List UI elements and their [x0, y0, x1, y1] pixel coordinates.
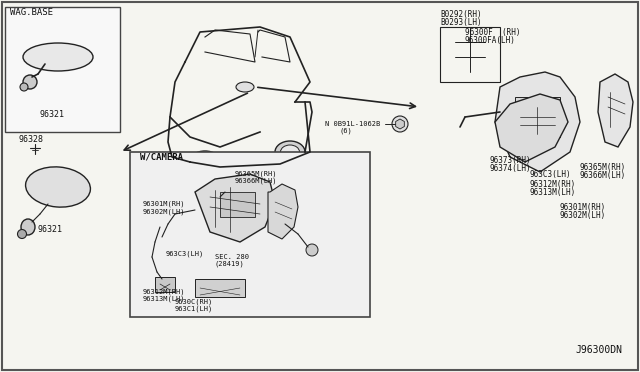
Text: 963C3(LH): 963C3(LH) [530, 170, 572, 179]
Circle shape [392, 116, 408, 132]
Bar [155, 277, 175, 292]
Bar [5, 7, 120, 132]
Bar [130, 152, 370, 317]
Ellipse shape [189, 151, 221, 173]
Text: 96313M(LH): 96313M(LH) [143, 296, 186, 302]
Text: (6): (6) [340, 128, 353, 134]
Text: 96312M(RH): 96312M(RH) [143, 289, 186, 295]
Text: 96312M(RH): 96312M(RH) [530, 180, 576, 189]
Ellipse shape [26, 167, 90, 207]
Ellipse shape [21, 219, 35, 235]
Text: 96366M(LH): 96366M(LH) [235, 178, 278, 184]
Text: 96365M(RH): 96365M(RH) [235, 171, 278, 177]
Polygon shape [268, 184, 298, 239]
Text: J96300DN: J96300DN [575, 345, 622, 355]
Polygon shape [598, 74, 633, 147]
Text: 9630C(RH): 9630C(RH) [175, 299, 213, 305]
Polygon shape [195, 174, 275, 242]
Text: 96300FA(LH): 96300FA(LH) [465, 35, 516, 45]
Polygon shape [495, 94, 568, 162]
Text: B0292(RH): B0292(RH) [440, 10, 482, 19]
Text: (28419): (28419) [215, 261, 244, 267]
Text: 96374(LH): 96374(LH) [490, 164, 532, 173]
Text: 96366M(LH): 96366M(LH) [580, 170, 627, 180]
Text: 96321: 96321 [40, 109, 65, 119]
Bar [515, 97, 560, 137]
Bar [195, 279, 245, 297]
Text: 96365M(RH): 96365M(RH) [580, 163, 627, 171]
Text: 96300F  (RH): 96300F (RH) [465, 28, 520, 36]
Ellipse shape [23, 43, 93, 71]
Ellipse shape [23, 75, 37, 89]
Ellipse shape [17, 230, 26, 238]
Text: N 0B91L-1062B: N 0B91L-1062B [325, 121, 380, 127]
Ellipse shape [236, 82, 254, 92]
Circle shape [306, 244, 318, 256]
Polygon shape [495, 72, 580, 172]
Text: 96328: 96328 [18, 135, 43, 144]
Ellipse shape [20, 83, 28, 91]
Bar [440, 27, 500, 82]
Ellipse shape [280, 145, 300, 159]
Text: 96373(RH): 96373(RH) [490, 155, 532, 164]
Text: 96321: 96321 [38, 224, 63, 234]
Ellipse shape [195, 155, 215, 169]
Text: 96313M(LH): 96313M(LH) [530, 187, 576, 196]
Text: WAG.BASE: WAG.BASE [10, 7, 53, 16]
Text: 96301M(RH): 96301M(RH) [560, 202, 606, 212]
Text: 96302M(LH): 96302M(LH) [143, 209, 186, 215]
Text: W/CAMERA: W/CAMERA [140, 153, 183, 161]
Bar [220, 192, 255, 217]
Text: 96302M(LH): 96302M(LH) [560, 211, 606, 219]
Text: 963C3(LH): 963C3(LH) [166, 251, 204, 257]
Text: 963C1(LH): 963C1(LH) [175, 306, 213, 312]
Text: 96301M(RH): 96301M(RH) [143, 201, 186, 207]
Ellipse shape [275, 141, 305, 163]
Text: B0293(LH): B0293(LH) [440, 17, 482, 26]
Text: SEC. 280: SEC. 280 [215, 254, 249, 260]
